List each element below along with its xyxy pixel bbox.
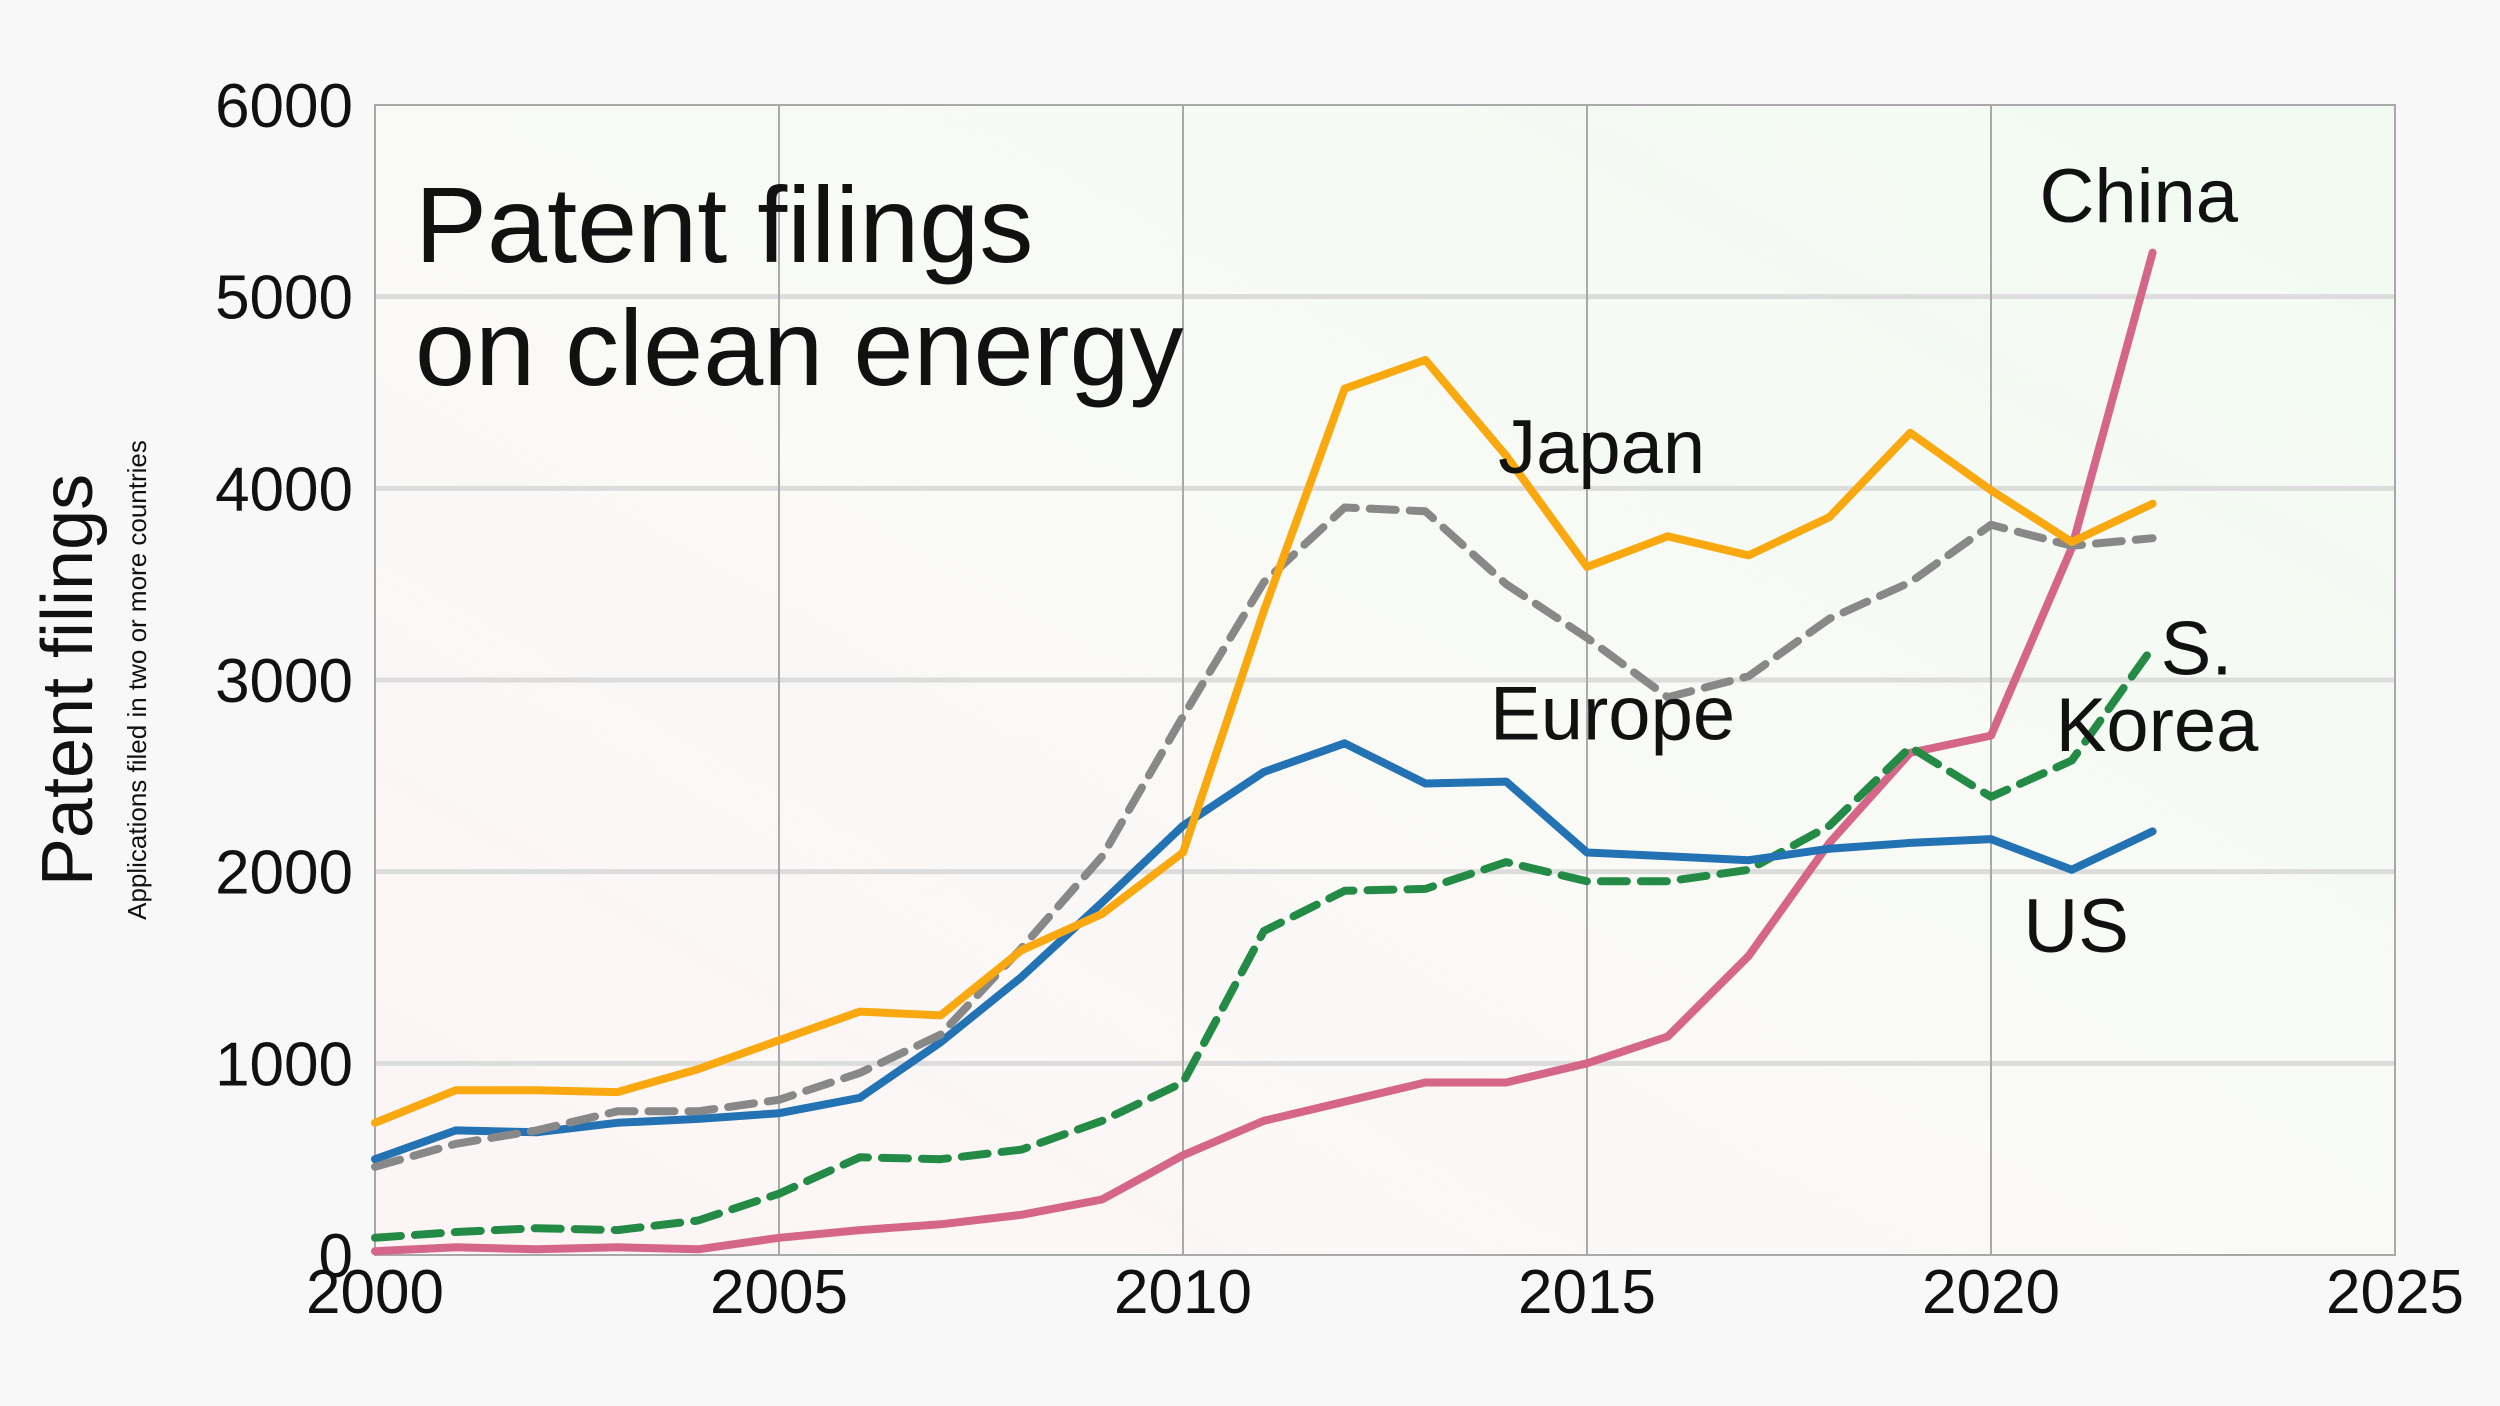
tick-labels: 0 1000 2000 3000 4000 5000 6000 2000 2005 2010 201…: [215, 72, 2464, 1327]
series-label-s: S.: [2161, 606, 2233, 691]
plot-frame: [374, 104, 2396, 1256]
y-tick-label: 3000: [215, 647, 353, 716]
series-lines: [371, 248, 2157, 1256]
y-axis-label: Patent filings: [28, 474, 108, 886]
series-line-china: [371, 248, 2157, 1256]
series-label-europe: Europe: [1490, 671, 1735, 756]
y-tick-label: 2000: [215, 839, 353, 908]
y-tick-label: 4000: [215, 455, 353, 524]
series-label-us: US: [2023, 884, 2129, 969]
x-tick-label: 2020: [1922, 1258, 2060, 1327]
x-tick-label: 2015: [1518, 1258, 1656, 1327]
series-line-us: [371, 739, 2157, 1164]
x-tick-label: 2025: [2326, 1258, 2464, 1327]
series-line-s-korea: [371, 643, 2157, 1242]
x-tick-label: 2000: [306, 1258, 444, 1327]
y-axis-sublabel: Applications filed in two or more countr…: [122, 440, 152, 920]
x-tick-label: 2005: [710, 1258, 848, 1327]
series-label-japan: Japan: [1498, 405, 1705, 490]
series-line-japan: [371, 355, 2157, 1127]
series-label-korea: Korea: [2056, 683, 2260, 768]
chart-title-line-1: Patent filings: [415, 164, 1033, 285]
series-line-europe: [371, 503, 2157, 1171]
series-labels: Japan Europe US S.Korea China: [1490, 154, 2259, 969]
y-tick-label: 0: [319, 1222, 353, 1291]
x-tick-label: 2010: [1114, 1258, 1252, 1327]
y-tick-label: 6000: [215, 72, 353, 141]
chart-title-line-2: on clean energy: [415, 287, 1184, 408]
y-tick-label: 5000: [215, 264, 353, 333]
series-label-china: China: [2039, 154, 2238, 239]
y-tick-label: 1000: [215, 1030, 353, 1099]
